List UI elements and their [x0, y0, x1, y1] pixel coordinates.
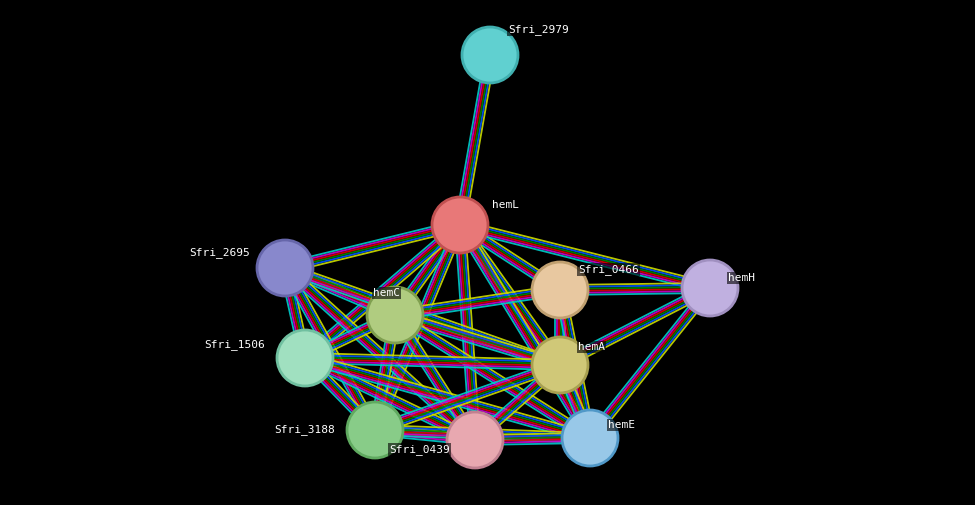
- Circle shape: [562, 410, 618, 466]
- Text: Sfri_2979: Sfri_2979: [508, 24, 568, 35]
- Circle shape: [462, 27, 518, 83]
- Text: hemA: hemA: [578, 342, 605, 352]
- Circle shape: [682, 260, 738, 316]
- Circle shape: [432, 197, 488, 253]
- Text: hemL: hemL: [492, 200, 519, 210]
- Text: Sfri_1506: Sfri_1506: [204, 339, 265, 350]
- Text: hemC: hemC: [373, 288, 400, 298]
- Text: Sfri_0439: Sfri_0439: [389, 444, 450, 455]
- Circle shape: [532, 337, 588, 393]
- Text: Sfri_0466: Sfri_0466: [578, 264, 639, 275]
- Circle shape: [257, 240, 313, 296]
- Text: Sfri_2695: Sfri_2695: [189, 247, 250, 258]
- Circle shape: [277, 330, 333, 386]
- Text: hemH: hemH: [728, 273, 755, 283]
- Circle shape: [347, 402, 403, 458]
- Circle shape: [532, 262, 588, 318]
- Circle shape: [367, 287, 423, 343]
- Text: hemE: hemE: [608, 420, 635, 430]
- Text: Sfri_3188: Sfri_3188: [274, 424, 335, 435]
- Circle shape: [447, 412, 503, 468]
